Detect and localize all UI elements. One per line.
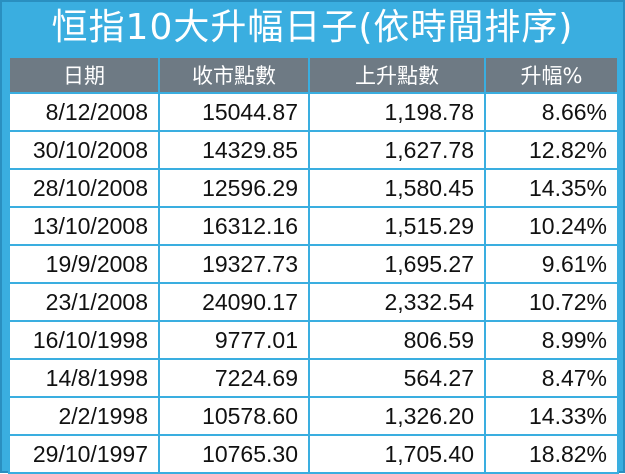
- close-cell: 10578.60: [158, 396, 310, 436]
- close-cell: 7224.69: [158, 358, 310, 398]
- close-cell: 10765.30: [158, 434, 310, 474]
- header-date: 日期: [8, 56, 160, 94]
- gain-percent-cell: 14.33%: [484, 396, 619, 436]
- table-row: 16/10/1998 9777.01 806.59 8.99%: [8, 320, 619, 360]
- table-row: 28/10/2008 12596.29 1,580.45 14.35%: [8, 168, 619, 208]
- gain-percent-cell: 12.82%: [484, 130, 619, 170]
- gain-percent-cell: 8.99%: [484, 320, 619, 360]
- gain-points-cell: 1,627.78: [308, 130, 486, 170]
- gain-percent-cell: 8.47%: [484, 358, 619, 398]
- gain-percent-cell: 10.24%: [484, 206, 619, 246]
- gain-points-cell: 1,198.78: [308, 92, 486, 132]
- table-row: 8/12/2008 15044.87 1,198.78 8.66%: [8, 92, 619, 132]
- gain-points-cell: 1,705.40: [308, 434, 486, 474]
- page-title: 恒指10大升幅日子(依時間排序): [51, 7, 574, 48]
- date-cell: 29/10/1997: [8, 434, 160, 474]
- gain-percent-cell: 18.82%: [484, 434, 619, 474]
- data-table: 日期 收市點數 上升點數 升幅% 8/12/2008 15044.87 1,198.…: [8, 56, 619, 474]
- gain-percent-cell: 9.61%: [484, 244, 619, 284]
- header-close: 收市點數: [158, 56, 310, 94]
- close-cell: 19327.73: [158, 244, 310, 284]
- header-gain-points: 上升點數: [308, 56, 486, 94]
- table-row: 13/10/2008 16312.16 1,515.29 10.24%: [8, 206, 619, 246]
- table-row: 14/8/1998 7224.69 564.27 8.47%: [8, 358, 619, 398]
- gain-points-cell: 806.59: [308, 320, 486, 360]
- table-row: 30/10/2008 14329.85 1,627.78 12.82%: [8, 130, 619, 170]
- table-row: 29/10/1997 10765.30 1,705.40 18.82%: [8, 434, 619, 474]
- table-header-row: 日期 收市點數 上升點數 升幅%: [8, 56, 619, 94]
- close-cell: 9777.01: [158, 320, 310, 360]
- date-cell: 19/9/2008: [8, 244, 160, 284]
- date-cell: 23/1/2008: [8, 282, 160, 322]
- gain-points-cell: 2,332.54: [308, 282, 486, 322]
- gain-percent-cell: 10.72%: [484, 282, 619, 322]
- table-row: 2/2/1998 10578.60 1,326.20 14.33%: [8, 396, 619, 436]
- gain-points-cell: 1,580.45: [308, 168, 486, 208]
- header-gain-percent: 升幅%: [484, 56, 619, 94]
- gain-points-cell: 564.27: [308, 358, 486, 398]
- date-cell: 30/10/2008: [8, 130, 160, 170]
- gain-percent-cell: 14.35%: [484, 168, 619, 208]
- gain-points-cell: 1,515.29: [308, 206, 486, 246]
- date-cell: 16/10/1998: [8, 320, 160, 360]
- close-cell: 24090.17: [158, 282, 310, 322]
- close-cell: 14329.85: [158, 130, 310, 170]
- close-cell: 16312.16: [158, 206, 310, 246]
- close-cell: 12596.29: [158, 168, 310, 208]
- gain-points-cell: 1,695.27: [308, 244, 486, 284]
- gain-percent-cell: 8.66%: [484, 92, 619, 132]
- table-row: 19/9/2008 19327.73 1,695.27 9.61%: [8, 244, 619, 284]
- date-cell: 2/2/1998: [8, 396, 160, 436]
- date-cell: 8/12/2008: [8, 92, 160, 132]
- table-row: 23/1/2008 24090.17 2,332.54 10.72%: [8, 282, 619, 322]
- date-cell: 28/10/2008: [8, 168, 160, 208]
- date-cell: 14/8/1998: [8, 358, 160, 398]
- close-cell: 15044.87: [158, 92, 310, 132]
- gain-points-cell: 1,326.20: [308, 396, 486, 436]
- date-cell: 13/10/2008: [8, 206, 160, 246]
